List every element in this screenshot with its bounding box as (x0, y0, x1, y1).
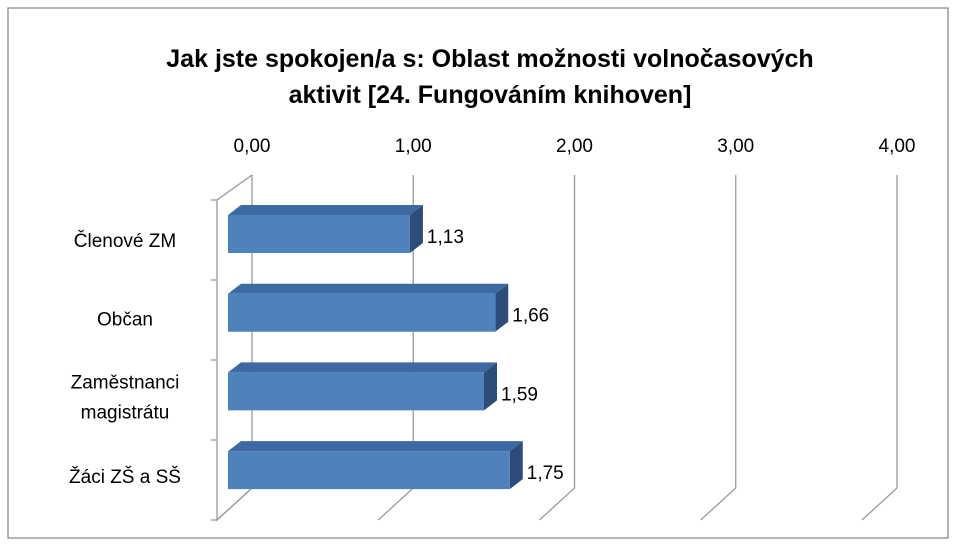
y-tick-label: Zaměstnanci magistrátu (71, 372, 180, 423)
chart-title: Jak jste spokojen/a s: Oblast možnosti v… (166, 45, 813, 109)
bar (227, 362, 497, 411)
x-tick-label: 1,00 (395, 136, 432, 157)
bar-top (228, 441, 523, 452)
bar-side (509, 441, 523, 490)
bar-side (495, 283, 509, 332)
bar-side (483, 362, 497, 411)
bar (228, 283, 509, 332)
x-tick-label: 2,00 (556, 136, 593, 157)
y-tick-label: Občan (97, 310, 153, 331)
bar-top (228, 205, 423, 215)
data-label: 1,75 (527, 463, 564, 484)
y-tick-label: Žáci ZŠ a SŠ (69, 466, 181, 488)
bar-side (409, 205, 423, 253)
x-tick-label: 3,00 (717, 136, 754, 157)
x-tick-label: 4,00 (879, 136, 916, 157)
bar-top (228, 362, 497, 373)
grid-line (700, 175, 737, 521)
bar-front (228, 215, 410, 253)
y-tick-label: Členové ZM (74, 230, 176, 252)
grid-line (861, 175, 898, 521)
data-label: 1,66 (512, 306, 549, 327)
bar-front (227, 372, 484, 411)
bar-top (228, 283, 509, 294)
data-label: 1,13 (427, 227, 464, 248)
bar-front (228, 293, 496, 332)
bar (228, 205, 423, 253)
bar-front (228, 451, 510, 490)
bar (228, 441, 523, 490)
x-tick-label: 0,00 (234, 136, 271, 157)
grid-line (539, 175, 576, 521)
data-label: 1,59 (501, 384, 538, 405)
